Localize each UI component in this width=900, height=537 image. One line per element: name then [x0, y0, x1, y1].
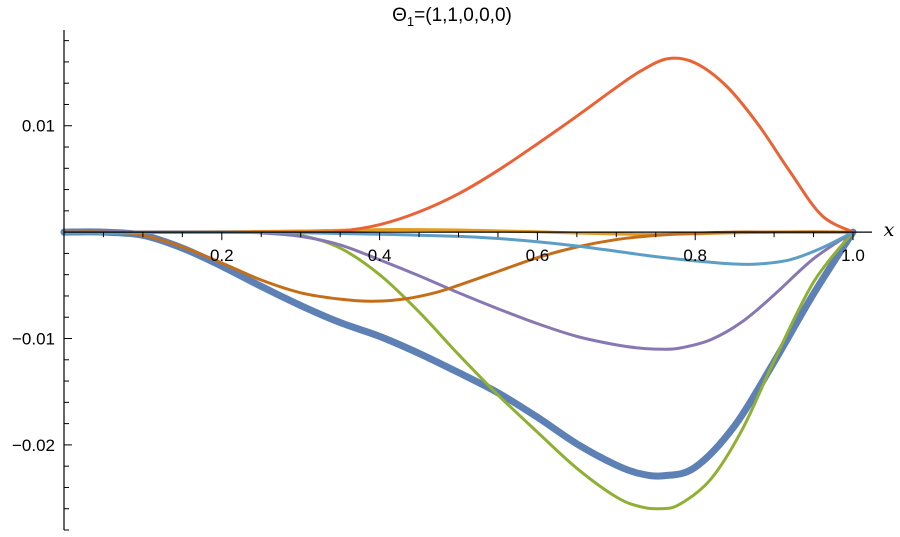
chart-title: Θ1=(1,1,0,0,0) — [392, 5, 512, 29]
series-line-4 — [62, 56, 855, 234]
x-tick-label: 0.4 — [368, 246, 392, 265]
y-tick-label: −0.01 — [12, 330, 55, 349]
x-tick-label: 0.8 — [683, 246, 707, 265]
y-tick-label: −0.02 — [12, 436, 55, 455]
x-axis-label: x — [884, 219, 895, 241]
x-tick-label: 0.2 — [210, 246, 234, 265]
title-main: Θ — [392, 5, 407, 26]
y-tick-label: 0.01 — [22, 117, 55, 136]
title-suffix: =(1,1,0,0,0) — [414, 5, 512, 26]
title-subscript: 1 — [407, 14, 414, 29]
chart-title-text: Θ1=(1,1,0,0,0) — [392, 5, 512, 29]
series-line-1 — [60, 228, 857, 480]
x-tick-label: 0.6 — [526, 246, 550, 265]
labels-layer: x 0.2 0.4 0.6 0.8 1.0 0.01 −0.01 −0.02 — [12, 117, 895, 455]
series-line-5 — [62, 230, 855, 351]
series-line-6 — [62, 230, 855, 303]
x-tick-label: 1.0 — [841, 246, 865, 265]
series-layer — [60, 56, 857, 511]
axes-layer — [63, 30, 872, 531]
